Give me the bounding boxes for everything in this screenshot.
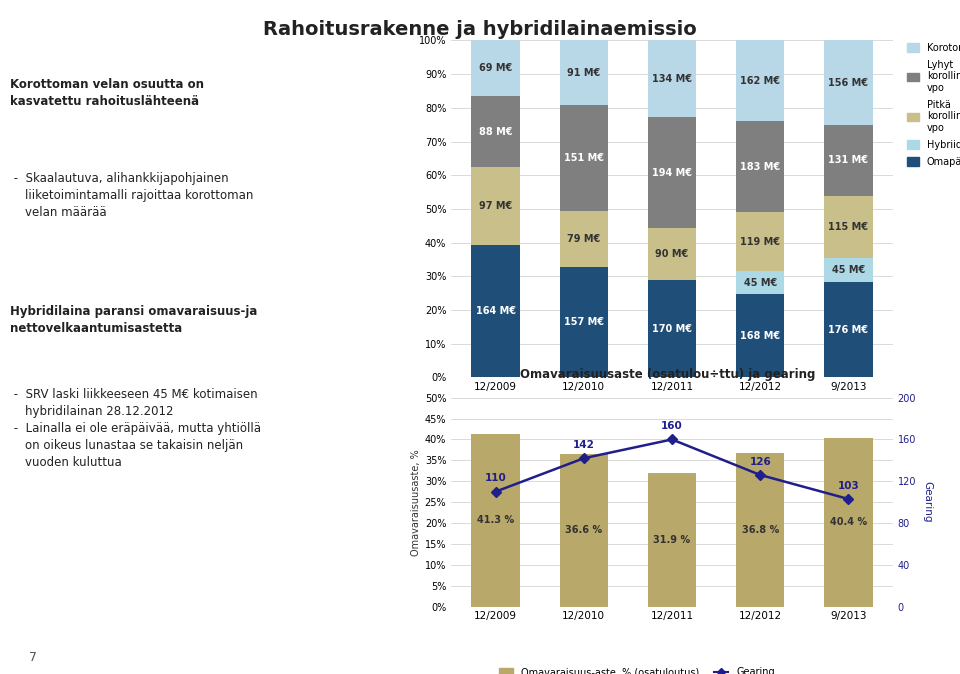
Bar <box>560 40 608 104</box>
Bar <box>825 438 873 607</box>
Bar <box>736 121 784 212</box>
Text: 134 M€: 134 M€ <box>652 74 692 84</box>
Text: 176 M€: 176 M€ <box>828 325 869 335</box>
Text: 156 M€: 156 M€ <box>828 78 869 88</box>
Text: 45 M€: 45 M€ <box>831 265 865 275</box>
Text: 119 M€: 119 M€ <box>740 237 780 247</box>
Bar <box>560 454 608 607</box>
Legend: Koroton vpo, Lyhyt
korollinen
vpo, Pitkä
korollinen
vpo, Hybriidilaina, Omapääom: Koroton vpo, Lyhyt korollinen vpo, Pitkä… <box>906 42 960 168</box>
Bar <box>825 40 873 125</box>
Text: 40.4 %: 40.4 % <box>829 517 867 527</box>
Bar <box>648 473 696 607</box>
Bar <box>736 212 784 272</box>
Text: Hybridilaina paransi omavaraisuus-ja
nettovelkaantumisastetta: Hybridilaina paransi omavaraisuus-ja net… <box>10 305 257 335</box>
Text: 41.3 %: 41.3 % <box>477 516 515 525</box>
Bar <box>825 282 873 377</box>
Text: 162 M€: 162 M€ <box>740 75 780 86</box>
Text: 45 M€: 45 M€ <box>744 278 777 288</box>
Text: 90 M€: 90 M€ <box>656 249 688 259</box>
Bar <box>736 40 784 121</box>
Text: 31.9 %: 31.9 % <box>654 535 690 545</box>
Text: 88 M€: 88 M€ <box>479 127 513 137</box>
Bar <box>471 167 519 245</box>
Text: Omavaraisuusaste (osatulou÷ttu) ja gearing: Omavaraisuusaste (osatulou÷ttu) ja geari… <box>519 368 815 381</box>
Text: 7: 7 <box>29 650 36 663</box>
Bar <box>560 267 608 377</box>
Text: 103: 103 <box>837 481 859 491</box>
Text: 69 M€: 69 M€ <box>479 63 513 73</box>
Text: 151 M€: 151 M€ <box>564 153 604 163</box>
Text: 126: 126 <box>750 456 771 466</box>
Y-axis label: Omavaraisuusaste, %: Omavaraisuusaste, % <box>411 449 420 555</box>
Text: 131 M€: 131 M€ <box>828 155 869 165</box>
Bar <box>825 125 873 195</box>
Text: 142: 142 <box>573 440 594 450</box>
Bar <box>471 40 519 96</box>
Text: 160: 160 <box>661 421 683 431</box>
Bar <box>560 211 608 267</box>
Text: 91 M€: 91 M€ <box>567 67 600 78</box>
Bar <box>648 40 696 117</box>
Legend: Omavaraisuus-aste, % (osatuloutus), Gearing: Omavaraisuus-aste, % (osatuloutus), Gear… <box>494 663 779 674</box>
Text: 36.8 %: 36.8 % <box>742 525 779 534</box>
Text: 168 M€: 168 M€ <box>740 331 780 340</box>
Text: 79 M€: 79 M€ <box>567 234 600 244</box>
Text: Rahoitusrakenne ja hybridilainaemissio: Rahoitusrakenne ja hybridilainaemissio <box>263 20 697 39</box>
Text: 97 M€: 97 M€ <box>479 201 513 211</box>
Bar <box>648 117 696 228</box>
Text: 115 M€: 115 M€ <box>828 222 869 232</box>
Text: -  SRV laski liikkeeseen 45 M€ kotimaisen
    hybridilainan 28.12.2012
 -  Laina: - SRV laski liikkeeseen 45 M€ kotimaisen… <box>10 388 260 469</box>
Bar <box>471 245 519 377</box>
Bar <box>736 272 784 294</box>
Y-axis label: Gearing: Gearing <box>923 481 933 523</box>
Text: 194 M€: 194 M€ <box>652 168 692 178</box>
Text: 170 M€: 170 M€ <box>652 324 692 334</box>
Bar <box>736 294 784 377</box>
Bar <box>825 258 873 282</box>
Text: 36.6 %: 36.6 % <box>565 525 602 535</box>
Bar <box>736 453 784 607</box>
Bar <box>471 434 519 607</box>
Bar <box>471 96 519 167</box>
Bar <box>648 228 696 280</box>
Text: -  Skaalautuva, alihankkijapohjainen
    liiketoimintamalli rajoittaa korottoman: - Skaalautuva, alihankkijapohjainen liik… <box>10 173 253 220</box>
Text: 157 M€: 157 M€ <box>564 317 604 327</box>
Text: Korottoman velan osuutta on
kasvatettu rahoituslähteenä: Korottoman velan osuutta on kasvatettu r… <box>10 78 204 109</box>
Text: 183 M€: 183 M€ <box>740 162 780 172</box>
Text: 110: 110 <box>485 473 507 483</box>
Text: 164 M€: 164 M€ <box>475 306 516 316</box>
Bar <box>648 280 696 377</box>
Bar <box>560 104 608 211</box>
Bar <box>825 195 873 258</box>
